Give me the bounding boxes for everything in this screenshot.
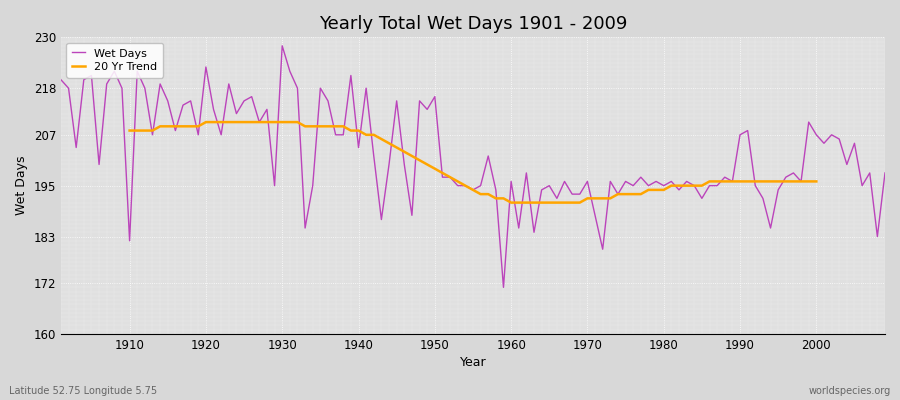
Wet Days: [513, 226, 524, 230]
20 Yr Trend: [292, 120, 303, 124]
Legend: Wet Days, 20 Yr Trend: Wet Days, 20 Yr Trend: [67, 43, 163, 78]
Wet Days: [879, 170, 890, 175]
20 Yr Trend: [536, 200, 547, 205]
Line: Wet Days: Wet Days: [61, 46, 885, 287]
Wet Days: [117, 86, 128, 90]
20 Yr Trend: [804, 179, 814, 184]
20 Yr Trend: [124, 128, 135, 133]
20 Yr Trend: [719, 179, 730, 184]
Wet Days: [56, 77, 67, 82]
20 Yr Trend: [307, 124, 318, 129]
X-axis label: Year: Year: [460, 356, 486, 369]
Text: Latitude 52.75 Longitude 5.75: Latitude 52.75 Longitude 5.75: [9, 386, 157, 396]
Wet Days: [338, 132, 348, 137]
Y-axis label: Wet Days: Wet Days: [15, 156, 28, 216]
Text: worldspecies.org: worldspecies.org: [809, 386, 891, 396]
Wet Days: [498, 285, 508, 290]
20 Yr Trend: [201, 120, 212, 124]
20 Yr Trend: [216, 120, 227, 124]
Wet Days: [521, 170, 532, 175]
Line: 20 Yr Trend: 20 Yr Trend: [130, 122, 816, 203]
20 Yr Trend: [506, 200, 517, 205]
Title: Yearly Total Wet Days 1901 - 2009: Yearly Total Wet Days 1901 - 2009: [319, 15, 627, 33]
Wet Days: [613, 192, 624, 196]
Wet Days: [277, 44, 288, 48]
Wet Days: [292, 86, 303, 90]
20 Yr Trend: [811, 179, 822, 184]
